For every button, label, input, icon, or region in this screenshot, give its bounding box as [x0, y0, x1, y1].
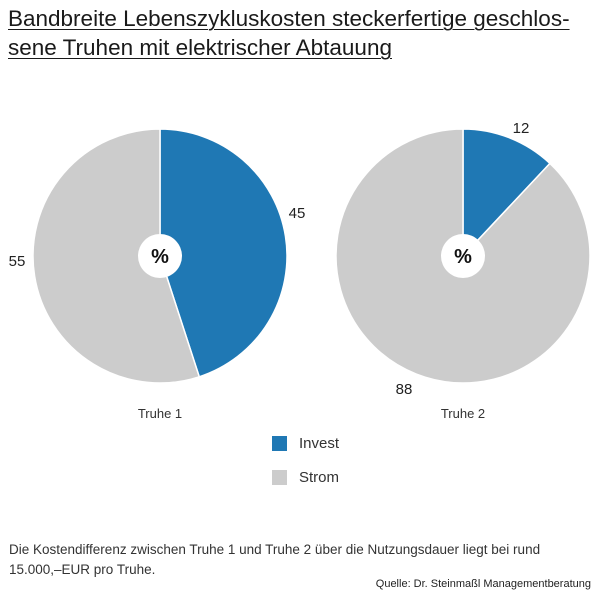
source-note: Quelle: Dr. Steinmaßl Managementberatung [375, 578, 591, 590]
legend-label-invest: Invest [299, 434, 340, 452]
legend-swatch-strom [272, 469, 287, 485]
pie-2-name: Truhe 2 [441, 406, 485, 421]
legend-item-strom: Strom [272, 466, 339, 488]
pie-1-value-label-strom: 55 [9, 253, 26, 270]
footnote: Die Kostendifferenz zwischen Truhe 1 und… [9, 542, 541, 577]
pie-1-name: Truhe 1 [138, 406, 182, 421]
legend-swatch-invest [272, 435, 287, 451]
pie-1-center-circle [138, 234, 182, 278]
chart-title: Bandbreite Lebenszykluskosten steckerfer… [8, 4, 593, 62]
pie-2-center-circle [441, 234, 485, 278]
pie-2-value-label-invest: 12 [513, 120, 530, 137]
legend-item-invest: Invest [272, 432, 339, 454]
pie-1-slice-strom [32, 128, 201, 384]
legend-label-strom: Strom [299, 468, 340, 486]
chart-title-line-2: sene Truhen mit elektrischer Abtauung [8, 35, 392, 60]
pie-1-center-label: % [151, 246, 169, 268]
pie-1-value-label-invest: 45 [289, 205, 306, 222]
chart-title-line-1: Bandbreite Lebenszykluskosten steckerfer… [8, 6, 570, 31]
pie-2-value-label-strom: 88 [396, 381, 413, 398]
pie-2-slice-invest [462, 128, 551, 258]
legend: Invest Strom [272, 432, 339, 500]
pie-2-slice-strom [335, 128, 591, 384]
pie-1-slice-invest [159, 128, 288, 378]
pie-2-center-label: % [454, 246, 472, 268]
